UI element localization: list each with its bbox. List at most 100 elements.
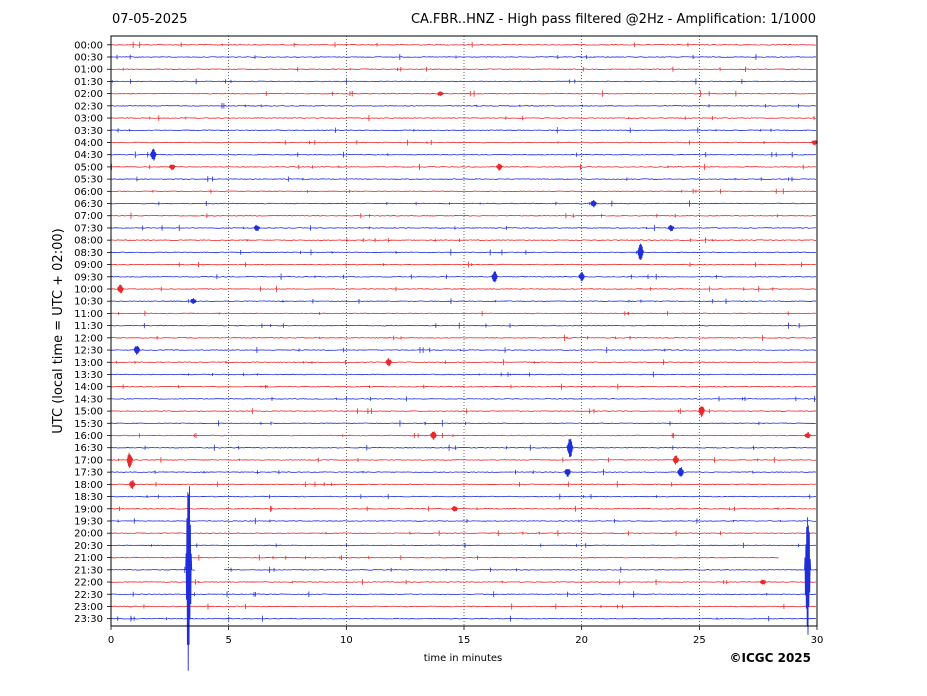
- y-tick-label: 02:30: [74, 101, 103, 112]
- event-1600-17: [804, 432, 811, 439]
- trace-1830: [110, 495, 817, 498]
- trace-2300: [110, 605, 817, 608]
- y-tick-label: 00:30: [74, 53, 103, 64]
- event-1700-20: [672, 455, 680, 465]
- y-tick-label: 16:30: [74, 443, 103, 454]
- y-tick-label: 20:00: [74, 529, 103, 540]
- trace-0030: [110, 56, 817, 58]
- trace-0400: [110, 141, 817, 144]
- y-tick-label: 17:00: [74, 455, 103, 466]
- y-tick-label: 18:00: [74, 480, 103, 491]
- event-1730-22: [677, 467, 684, 477]
- y-tick-label: 11:00: [74, 309, 103, 320]
- trace-1730: [110, 471, 817, 473]
- trace-2330: [110, 617, 817, 620]
- y-tick-label: 06:00: [74, 187, 103, 198]
- event-0930-10: [578, 272, 586, 282]
- event-0630-5: [590, 200, 597, 208]
- event-0500-4: [495, 163, 503, 171]
- trace-1400: [110, 385, 817, 388]
- y-tick-label: 23:00: [74, 602, 103, 613]
- trace-0130: [111, 80, 817, 83]
- trace-0730: [110, 227, 817, 229]
- x-tick-label: 25: [693, 635, 706, 646]
- y-tick-label: 17:30: [74, 468, 103, 479]
- event-1000-11: [116, 284, 124, 294]
- y-tick-label: 15:30: [74, 419, 103, 430]
- event-2130-25: [185, 486, 193, 671]
- trace-2100: [110, 556, 779, 559]
- trace-2200: [110, 581, 817, 583]
- y-tick-label: 13:00: [74, 358, 103, 369]
- trace-0300: [110, 117, 817, 119]
- y-tick-label: 06:30: [74, 199, 103, 210]
- event-0200-0: [437, 91, 444, 97]
- trace-1330: [110, 373, 817, 376]
- y-tick-label: 19:00: [74, 504, 103, 515]
- trace-0930: [110, 276, 817, 278]
- x-tick-label: 30: [811, 635, 824, 646]
- y-tick-label: 22:30: [74, 590, 103, 601]
- y-tick-label: 03:00: [74, 114, 103, 125]
- trace-0500: [110, 166, 817, 168]
- y-tick-label: 11:30: [74, 321, 103, 332]
- y-tick-label: 23:30: [74, 614, 103, 625]
- event-2130-26: [804, 517, 812, 635]
- trace-1700: [110, 459, 817, 461]
- y-tick-label: 14:30: [74, 394, 103, 405]
- y-tick-label: 01:00: [74, 65, 103, 76]
- y-tick-label: 10:30: [74, 297, 103, 308]
- y-tick-label: 01:30: [74, 77, 103, 88]
- trace-0800: [110, 239, 817, 241]
- trace-1800: [110, 483, 817, 486]
- trace-2000: [110, 532, 817, 534]
- event-0730-7: [667, 224, 675, 232]
- event-1730-21: [564, 469, 571, 477]
- event-1630-18: [566, 438, 574, 457]
- trace-1430: [110, 398, 817, 400]
- y-tick-label: 04:30: [74, 150, 103, 161]
- trace-0430: [110, 153, 817, 156]
- y-tick-label: 08:00: [74, 236, 103, 247]
- trace-0700: [110, 214, 817, 217]
- y-tick-label: 14:00: [74, 382, 103, 393]
- y-tick-label: 10:00: [74, 285, 103, 296]
- y-tick-label: 19:30: [74, 516, 103, 527]
- trace-0630: [110, 202, 817, 205]
- trace-1300: [110, 361, 817, 364]
- trace-1630: [110, 446, 817, 449]
- event-0500-3: [168, 164, 176, 171]
- y-tick-label: 02:00: [74, 89, 103, 100]
- event-2200-27: [759, 579, 767, 585]
- event-1030-12: [190, 298, 197, 304]
- x-tick-label: 10: [340, 635, 353, 646]
- y-tick-label: 22:00: [74, 578, 103, 589]
- trace-1500: [110, 410, 817, 412]
- x-axis-label: time in minutes: [424, 653, 503, 664]
- trace-1530: [110, 422, 817, 425]
- y-tick-label: 07:00: [74, 211, 103, 222]
- trace-0900: [110, 263, 817, 266]
- y-tick-label: 15:00: [74, 407, 103, 418]
- date-label: 07-05-2025: [112, 12, 188, 27]
- trace-2130-seg1: [223, 569, 817, 571]
- trace-1930: [110, 520, 817, 522]
- event-0830-8: [637, 243, 644, 260]
- trace-1600: [110, 434, 817, 437]
- y-tick-label: 18:30: [74, 492, 103, 503]
- x-tick-label: 5: [225, 635, 231, 646]
- trace-1030: [110, 300, 817, 302]
- y-tick-label: 03:30: [74, 126, 103, 137]
- y-tick-label: 20:30: [74, 541, 103, 552]
- trace-1200: [110, 337, 817, 339]
- y-tick-label: 07:30: [74, 223, 103, 234]
- trace-1100: [110, 312, 817, 315]
- y-tick-label: 05:00: [74, 162, 103, 173]
- trace-2230: [110, 593, 817, 596]
- y-tick-label: 21:30: [74, 565, 103, 576]
- event-1500-15: [698, 406, 706, 418]
- trace-0000: [110, 44, 817, 46]
- y-axis-label: UTC (local time = UTC + 02:00): [51, 228, 66, 433]
- event-0430-2: [149, 148, 157, 161]
